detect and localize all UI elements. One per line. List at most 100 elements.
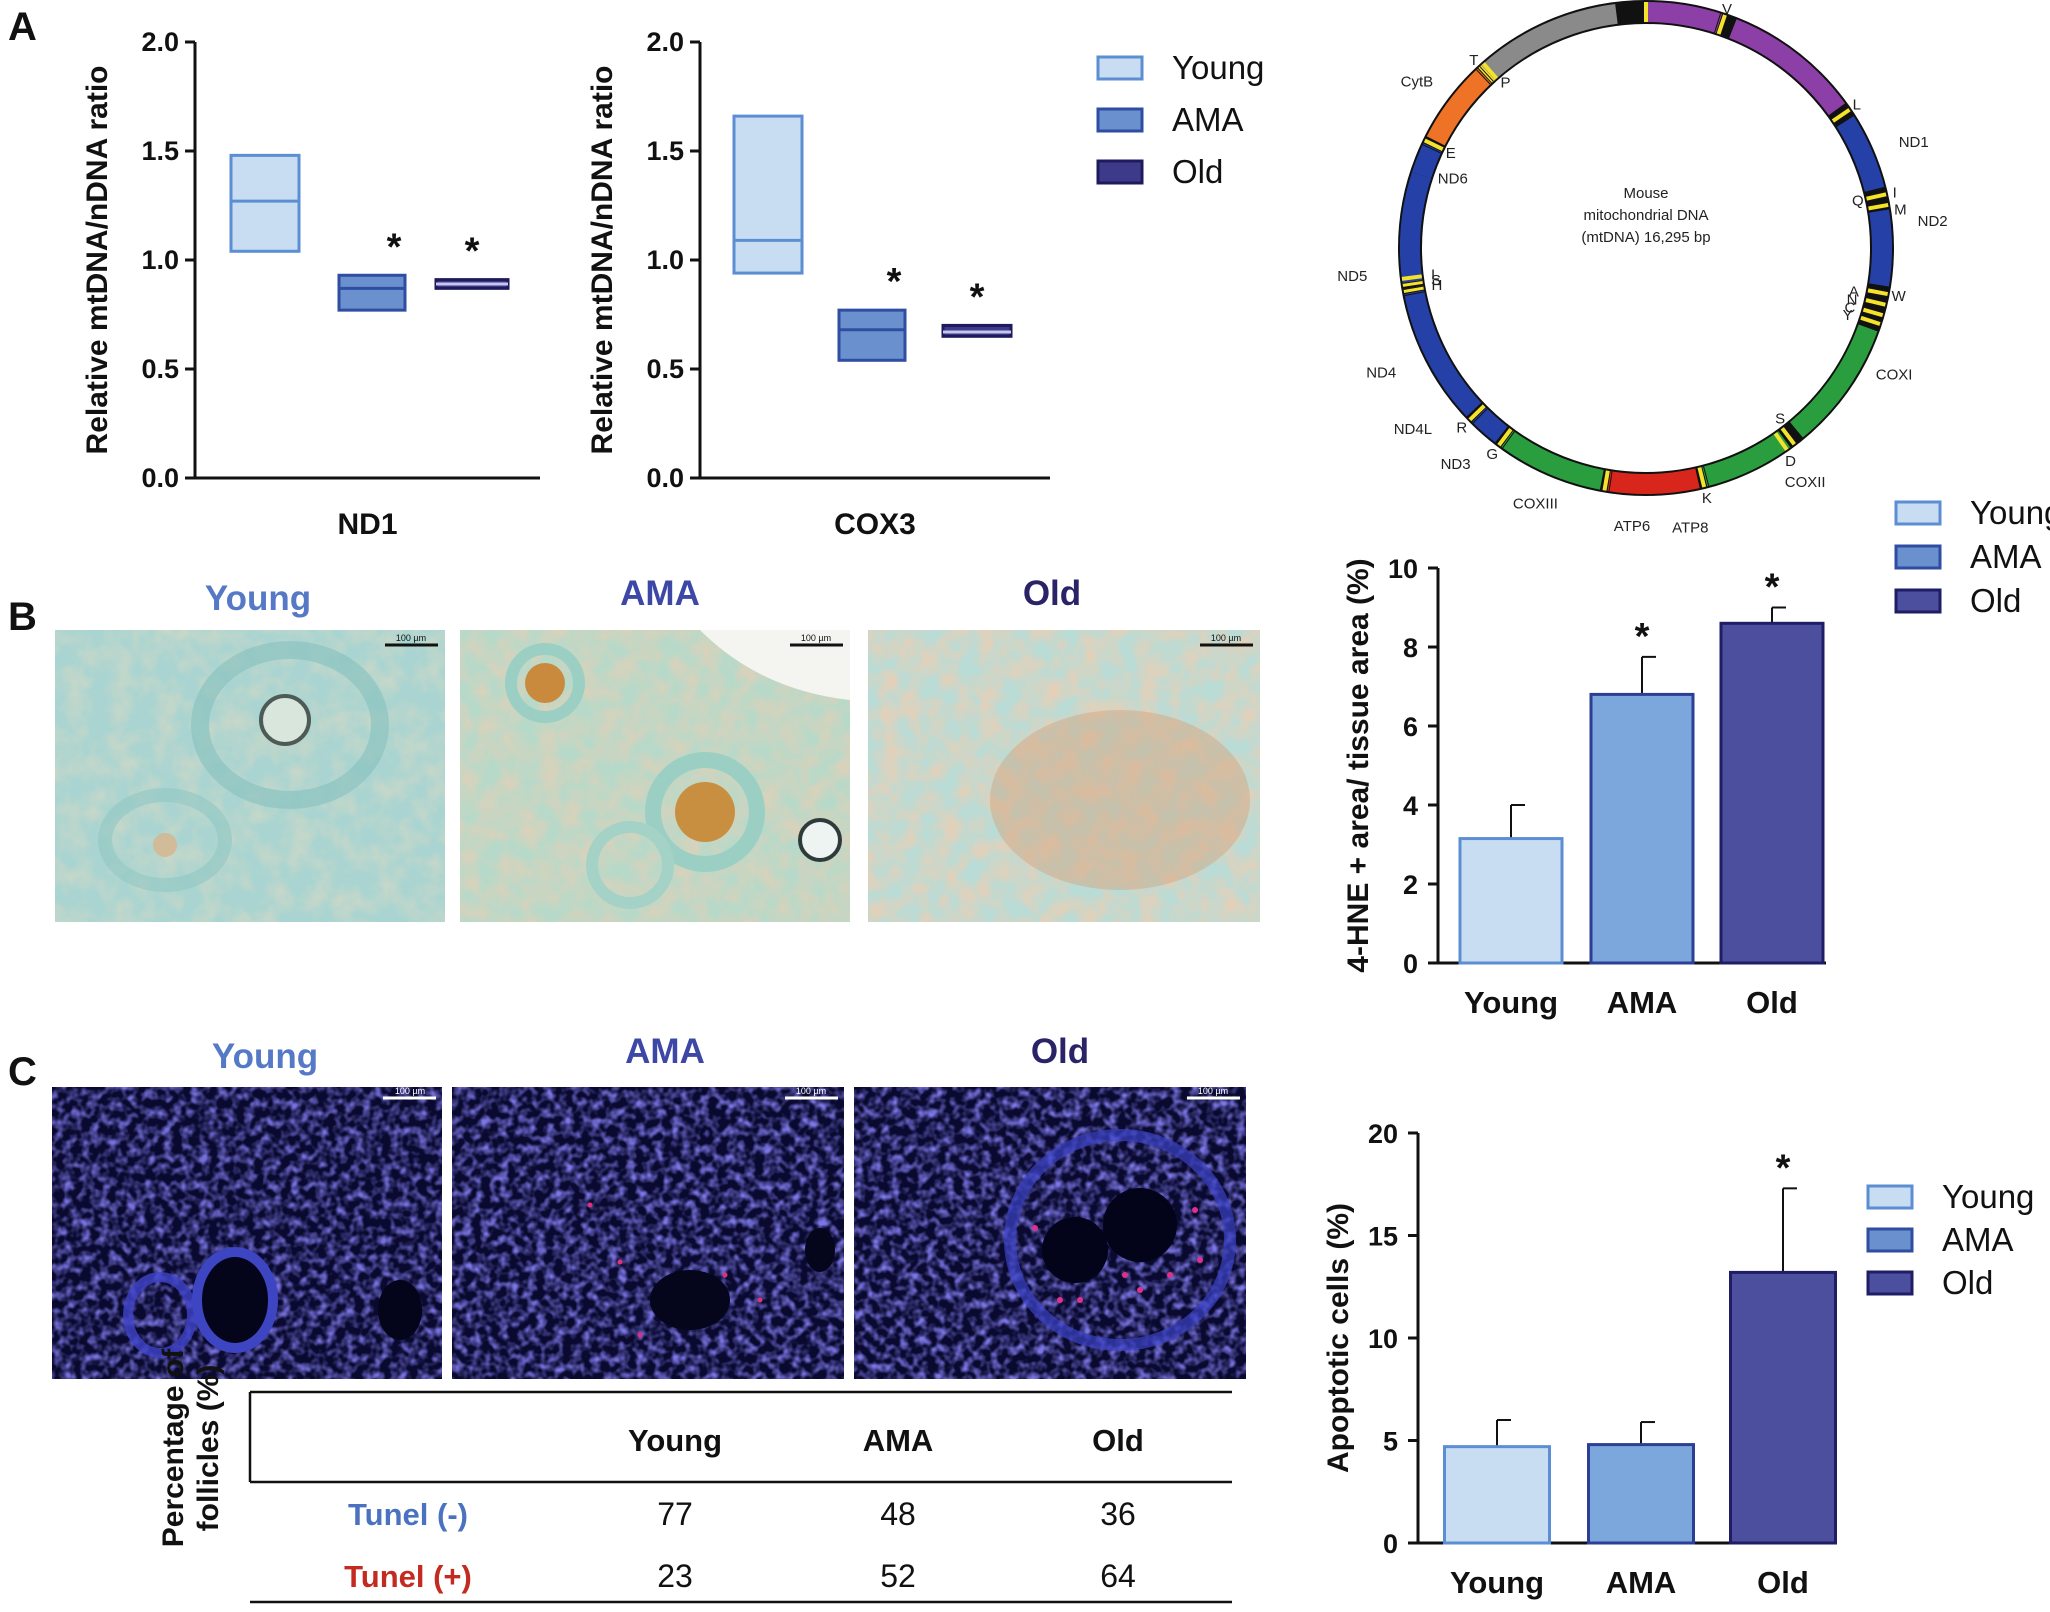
- trna-mark: [1497, 427, 1513, 447]
- box-ama: [337, 273, 407, 312]
- trna-mark-edge: [1866, 295, 1887, 301]
- trna-mark: [1831, 108, 1851, 123]
- trna-label: P: [1501, 74, 1511, 91]
- gene-label: ND4: [1366, 365, 1396, 382]
- trna-mark-edge: [1868, 285, 1889, 291]
- significance-star: *: [1635, 616, 1650, 658]
- legend-label-ama: AMA: [1970, 538, 2042, 575]
- trna-mark-edge: [1785, 425, 1799, 442]
- panel-b-label: B: [8, 595, 37, 639]
- gene-label: COXIII: [1513, 496, 1558, 513]
- significance-star: *: [887, 261, 902, 303]
- y-tick-label: 2.0: [646, 27, 684, 57]
- table-cell: 52: [880, 1558, 916, 1594]
- trna-label: T: [1469, 52, 1478, 69]
- scale-bar-c-young: 100 µm: [395, 1086, 425, 1096]
- gene-label: CytB: [1401, 74, 1434, 91]
- trna-label: K: [1702, 490, 1712, 507]
- x-tick-label: Young: [1450, 1565, 1544, 1600]
- bar-old: [1719, 621, 1825, 965]
- trna-label: A: [1849, 284, 1859, 301]
- gene-label: ND4L: [1394, 421, 1432, 438]
- mtdna-segment: [1836, 116, 1885, 192]
- mtdna-title-1: Mouse: [1623, 185, 1668, 202]
- trna-mark: [1860, 315, 1881, 326]
- gene-label: COXI: [1876, 366, 1913, 383]
- y-tick-label: 15: [1368, 1222, 1398, 1252]
- c-label-ama: AMA: [625, 1032, 705, 1071]
- trna-mark: [1481, 62, 1499, 80]
- legend-swatch-young: [1894, 500, 1942, 526]
- bar-ama: [1587, 1443, 1695, 1545]
- gene-label: COXII: [1785, 474, 1826, 491]
- y-tick-label: 8: [1403, 633, 1418, 663]
- b-label-old: Old: [1023, 574, 1081, 613]
- micrograph-c-ama: 100 µm: [452, 1086, 844, 1379]
- scale-bar-c-old: 100 µm: [1198, 1086, 1228, 1096]
- mtdna-segment: [1607, 468, 1700, 494]
- table-side-label-2: follicles (%): [192, 1365, 225, 1532]
- legend-label-old: Old: [1970, 582, 2021, 619]
- y-tick-label: 1.5: [646, 136, 684, 166]
- trna-label: N: [1847, 292, 1858, 309]
- scale-bar-b-young: 100 µm: [396, 633, 426, 643]
- trna-mark: [1868, 202, 1889, 211]
- trna-mark-edge: [1865, 189, 1886, 196]
- trna-mark-edge: [1778, 430, 1791, 448]
- y-tick-label: 0.0: [646, 463, 684, 493]
- mtdna-segment: [1400, 171, 1432, 287]
- trna-label: D: [1785, 453, 1796, 470]
- trna-mark-edge: [1703, 466, 1710, 487]
- table-cell: 64: [1100, 1558, 1136, 1594]
- scale-bar-b-ama: 100 µm: [801, 633, 831, 643]
- y-tick-label: 5: [1383, 1427, 1398, 1457]
- y-tick-label: 6: [1403, 712, 1418, 742]
- gene-label: ATP6: [1614, 518, 1650, 535]
- mtdna-title-3: (mtDNA) 16,295 bp: [1581, 229, 1710, 246]
- legend-swatch-old: [1096, 159, 1144, 185]
- trna-label: Y: [1843, 307, 1853, 324]
- b-label-ama: AMA: [620, 574, 700, 613]
- trna-mark: [1468, 404, 1486, 422]
- c-label-old: Old: [1031, 1032, 1089, 1071]
- trna-mark: [1403, 285, 1424, 294]
- y-axis-title: Relative mtDNA/nDNA ratio: [81, 66, 114, 455]
- table-cell: 23: [657, 1558, 693, 1594]
- y-tick-label: 4: [1403, 791, 1418, 821]
- mtdna-segment: [1702, 430, 1791, 487]
- legend-swatch-ama: [1096, 107, 1144, 133]
- gene-label: ND3: [1441, 456, 1471, 473]
- table-header-ama: AMA: [863, 1423, 934, 1458]
- legend-swatch-ama: [1866, 1227, 1914, 1253]
- trna-label: I: [1893, 184, 1897, 201]
- y-tick-label: 0.5: [141, 354, 179, 384]
- trna-label: L: [1431, 267, 1439, 284]
- trna-mark: [1867, 288, 1889, 297]
- legend-swatch-old: [1894, 588, 1942, 614]
- chart-apoptotic: 0 5 10 15 20 Apoptotic cells (%) Young AMA Old *: [1322, 1119, 1837, 1600]
- trna-mark: [1602, 470, 1610, 491]
- trna-label: V: [1722, 1, 1732, 18]
- panel-b-micrographs: Young AMA Old 100 µm 100 µm: [55, 574, 1260, 922]
- chart-4hne: 0 2 4 6 8 10 4-HNE + area/ tissue area (%) Youn…: [1342, 554, 1826, 1020]
- chart-nd1: 0.0 0.5 1.0 1.5 2.0 Relative mtDNA/nDNA ratio…: [81, 27, 540, 541]
- significance-star: *: [465, 231, 480, 273]
- trna-mark-edge: [1864, 305, 1885, 312]
- legend-label-old: Old: [1942, 1264, 1993, 1301]
- x-tick-label: Young: [1464, 985, 1558, 1020]
- bar-old: [1729, 1270, 1837, 1545]
- y-tick-label: 10: [1368, 1324, 1398, 1354]
- trna-label: C: [1845, 299, 1856, 316]
- trna-mark: [1780, 427, 1796, 446]
- trna-mark: [1697, 467, 1707, 488]
- box-young: [732, 114, 804, 275]
- trna-mark-edge: [1862, 313, 1882, 321]
- y-tick-label: 1.5: [141, 136, 179, 166]
- mtdna-title-2: mitochondrial DNA: [1583, 207, 1708, 224]
- trna-mark: [1865, 298, 1886, 307]
- legend-label-young: Young: [1942, 1178, 2034, 1215]
- mtdna-segment: [1404, 290, 1482, 417]
- trna-mark: [1423, 138, 1444, 152]
- mtdna-segment: [1479, 3, 1618, 82]
